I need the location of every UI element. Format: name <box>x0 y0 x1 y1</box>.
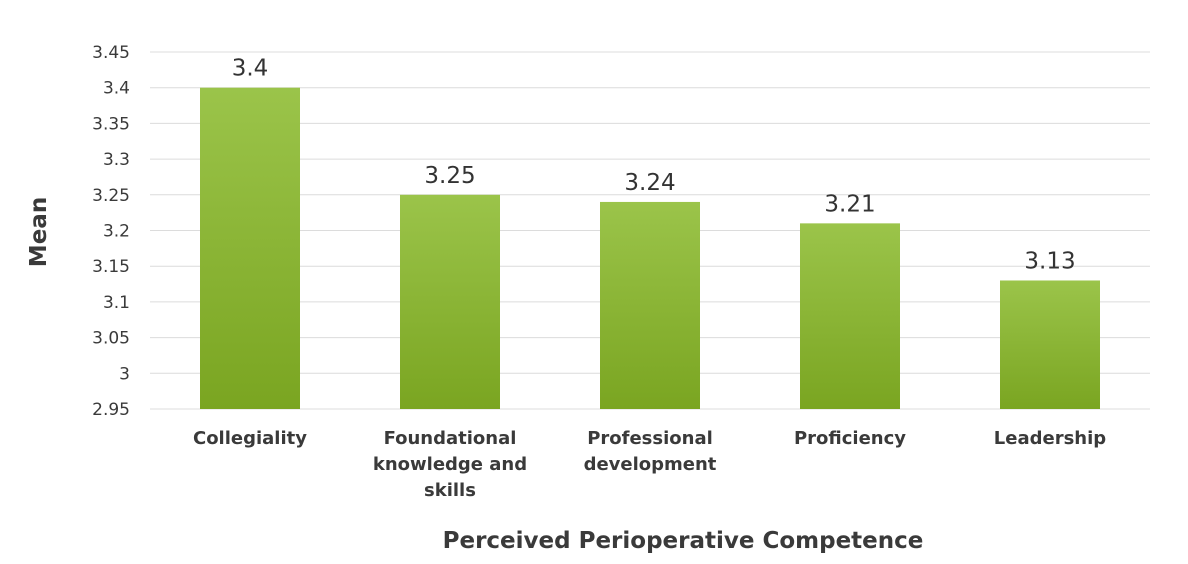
data-labels: 3.4 3.25 3.24 3.21 3.13 <box>232 56 1076 275</box>
x-axis-title: Perceived Perioperative Competence <box>443 528 924 554</box>
y-tick-label: 3.35 <box>92 114 130 134</box>
x-category-label-line: Collegiality <box>193 428 307 449</box>
x-category-label-line: Foundational <box>384 428 517 449</box>
y-axis-ticks: 3.45 3.4 3.35 3.3 3.25 3.2 3.15 3.1 3.05 3 2.95 <box>92 43 130 420</box>
y-tick-label: 3.25 <box>92 186 130 206</box>
x-category-label-line: development <box>584 454 717 475</box>
bar <box>1000 280 1100 409</box>
bar-value-label: 3.13 <box>1024 248 1075 274</box>
x-category-label: Proficiency <box>794 428 906 449</box>
bar <box>600 201 700 409</box>
bar-value-label: 3.25 <box>424 163 475 189</box>
bar-value-label: 3.21 <box>824 191 875 217</box>
y-tick-label: 3.4 <box>103 79 130 99</box>
y-tick-label: 3.1 <box>103 293 130 313</box>
y-tick-label: 2.95 <box>92 400 130 420</box>
y-tick-label: 3 <box>119 364 130 384</box>
bar <box>800 223 900 409</box>
y-axis-title: Mean <box>26 197 52 267</box>
bar <box>400 194 500 409</box>
x-category-label-line: skills <box>424 480 476 501</box>
bars <box>200 87 1100 409</box>
y-tick-label: 3.3 <box>103 150 130 170</box>
x-axis-categories: Collegiality Foundational knowledge and ski… <box>193 428 1106 501</box>
y-tick-label: 3.15 <box>92 257 130 277</box>
y-tick-label: 3.2 <box>103 222 130 242</box>
x-category-label-line: knowledge and <box>373 454 527 475</box>
bar <box>200 87 300 409</box>
bar-value-label: 3.24 <box>624 170 675 196</box>
x-category-label: Professional development <box>584 428 717 475</box>
y-tick-label: 3.45 <box>92 43 130 63</box>
x-category-label-line: Leadership <box>994 428 1106 449</box>
x-category-label: Foundational knowledge and skills <box>373 428 527 501</box>
x-category-label-line: Professional <box>587 428 713 449</box>
x-category-label: Leadership <box>994 428 1106 449</box>
x-category-label: Collegiality <box>193 428 307 449</box>
bar-value-label: 3.4 <box>232 56 269 82</box>
x-category-label-line: Proficiency <box>794 428 906 449</box>
y-tick-label: 3.05 <box>92 329 130 349</box>
